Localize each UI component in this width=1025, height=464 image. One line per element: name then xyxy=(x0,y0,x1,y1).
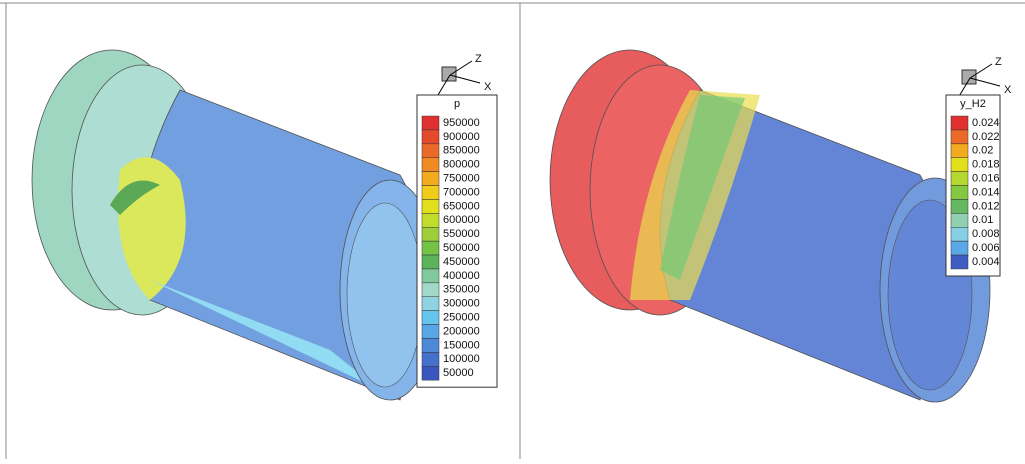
legend-label: 250000 xyxy=(443,312,480,324)
legend-label: 600000 xyxy=(443,214,480,226)
legend-swatch xyxy=(422,297,439,311)
legend-swatch xyxy=(422,269,439,283)
legend-swatch xyxy=(422,227,439,241)
legend-swatch xyxy=(951,241,968,255)
legend-label: 350000 xyxy=(443,284,480,296)
legend-title: p xyxy=(454,98,460,110)
legend-label: 200000 xyxy=(443,325,480,337)
legend-swatch xyxy=(951,227,968,241)
legend-swatch xyxy=(951,213,968,227)
legend-label: 0.024 xyxy=(972,117,1000,129)
legend-label: 950000 xyxy=(443,117,480,129)
legend-swatch xyxy=(422,311,439,325)
legend-title: y_H2 xyxy=(960,98,986,110)
legend-label: 450000 xyxy=(443,256,480,268)
legend-label: 0.012 xyxy=(972,200,1000,212)
legend-label: 0.006 xyxy=(972,242,1000,254)
legend-label: 150000 xyxy=(443,339,480,351)
legend-label: 400000 xyxy=(443,270,480,282)
legend-swatch xyxy=(951,172,968,186)
legend-swatch xyxy=(951,255,968,269)
legend-swatch xyxy=(422,144,439,158)
legend-label: 650000 xyxy=(443,200,480,212)
pressure-render xyxy=(32,50,440,400)
legend-swatch xyxy=(422,130,439,144)
legend-swatch xyxy=(422,213,439,227)
legend-label: 750000 xyxy=(443,173,480,185)
legend-swatch xyxy=(951,116,968,130)
legend-label: 800000 xyxy=(443,159,480,171)
legend-swatch xyxy=(951,130,968,144)
legend-swatch xyxy=(422,241,439,255)
legend-swatch xyxy=(951,186,968,200)
legend-label: 850000 xyxy=(443,145,480,157)
legend-swatch xyxy=(951,158,968,172)
axis-label: X xyxy=(484,81,492,93)
legend-label: 500000 xyxy=(443,242,480,254)
axis-cube xyxy=(442,67,456,81)
legend-label: 0.014 xyxy=(972,186,1000,198)
legend-swatch xyxy=(951,199,968,213)
legend-label: 0.022 xyxy=(972,131,1000,143)
legend-swatch xyxy=(422,199,439,213)
legend-label: 300000 xyxy=(443,298,480,310)
legend-label: 700000 xyxy=(443,186,480,198)
legend-swatch xyxy=(422,283,439,297)
axis-label: X xyxy=(1004,84,1012,96)
legend-swatch xyxy=(422,325,439,339)
legend-swatch xyxy=(422,186,439,200)
legend-swatch xyxy=(422,158,439,172)
legend-swatch xyxy=(951,144,968,158)
legend-swatch xyxy=(422,116,439,130)
axis-label: Z xyxy=(995,56,1002,68)
legend-label: 900000 xyxy=(443,131,480,143)
axis-label: Z xyxy=(475,53,482,65)
legend-label: 50000 xyxy=(443,367,474,379)
legend-label: 0.02 xyxy=(972,145,993,157)
legend-label: 0.018 xyxy=(972,159,1000,171)
legend-swatch xyxy=(422,338,439,352)
screen: Z Xp 950000 900000 850000 800000 750000700000 6… xyxy=(0,0,1025,459)
legend-label: 0.01 xyxy=(972,214,993,226)
legend-swatch xyxy=(422,255,439,269)
legend-label: 0.016 xyxy=(972,173,1000,185)
legend-label: 0.008 xyxy=(972,228,1000,240)
axis-cube xyxy=(962,70,976,84)
legend-swatch xyxy=(422,366,439,380)
legend-label: 0.004 xyxy=(972,256,1000,268)
legend-swatch xyxy=(422,172,439,186)
legend-label: 550000 xyxy=(443,228,480,240)
h2-render xyxy=(550,50,990,402)
legend-swatch xyxy=(422,352,439,366)
legend-label: 100000 xyxy=(443,353,480,365)
